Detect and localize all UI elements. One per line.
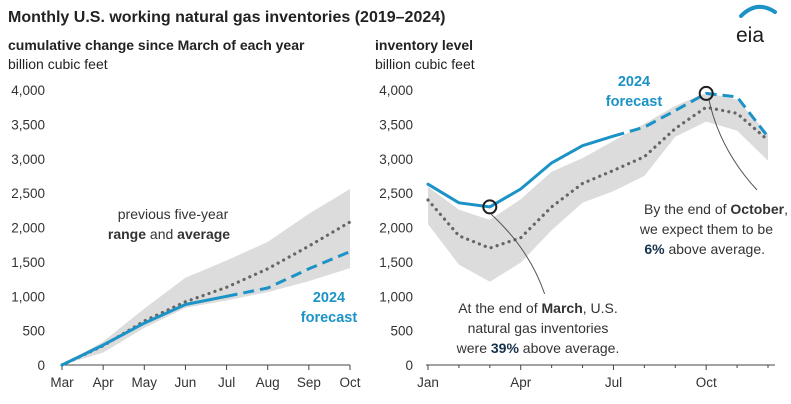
right-subtitle: inventory level — [375, 37, 473, 53]
october-callout-line2: we expect them to be — [639, 221, 773, 237]
right-x-tick-label: Jan — [417, 375, 439, 390]
left-x-tick-label: Aug — [256, 375, 280, 390]
right-y-tick-label: 0 — [405, 358, 413, 373]
left-forecast-word: forecast — [301, 310, 358, 326]
right-plot: 0 500 1,000 1,500 2,000 2,500 3,000 3,500 4,000 J… — [379, 83, 775, 390]
october-callout-line1: By the end of October, — [644, 201, 788, 217]
march-callout-line — [490, 213, 546, 296]
left-y-tick-label: 500 — [22, 324, 45, 339]
left-y-tick-label: 2,500 — [11, 186, 45, 201]
right-y-tick-label: 2,500 — [379, 186, 413, 201]
right-y-tick-label: 500 — [390, 324, 413, 339]
right-y-tick-label: 2,000 — [379, 221, 413, 236]
left-2024-actual-series — [60, 294, 229, 367]
left-subtitle: cumulative change since March of each ye… — [8, 37, 305, 53]
left-range-band — [62, 189, 350, 365]
left-x-tick-label: Mar — [50, 375, 74, 390]
right-2024-forecast-series — [613, 91, 770, 138]
figure-title: Monthly U.S. working natural gas invento… — [8, 9, 445, 26]
right-y-tick-label: 3,500 — [379, 117, 413, 132]
march-callout-line3: were 39% above average. — [456, 340, 620, 356]
right-forecast-label: 2024 forecast — [606, 74, 663, 110]
right-x-tick-label: Apr — [510, 375, 532, 390]
left-x-tick-label: May — [132, 375, 158, 390]
left-y-tick-label: 1,500 — [11, 255, 45, 270]
right-forecast-year: 2024 — [618, 74, 650, 90]
right-x-tick-label: Oct — [696, 375, 717, 390]
left-x-tick-label: Jun — [175, 375, 197, 390]
october-callout-line3: 6% above average. — [644, 241, 765, 257]
right-highlight-marker — [482, 199, 498, 215]
eia-logo: eia — [736, 4, 777, 47]
october-callout-bg — [612, 196, 791, 262]
left-x-tick-label: Sep — [297, 375, 321, 390]
left-x-tick-label: Apr — [93, 375, 115, 390]
right-unit: billion cubic feet — [375, 56, 475, 72]
left-range-label: previous five-year range and average — [108, 206, 230, 242]
left-forecast-label: 2024 forecast — [301, 290, 358, 326]
left-plot: 0 500 1,000 1,500 2,000 2,500 3,000 3,500 4,000 M… — [11, 83, 361, 390]
right-forecast-word: forecast — [606, 94, 663, 110]
range-label-line1: previous five-year — [118, 206, 229, 222]
right-x-tick-label: Jul — [605, 375, 622, 390]
left-y-tick-label: 2,000 — [11, 221, 45, 236]
left-x-tick-label: Jul — [218, 375, 235, 390]
october-callout-line — [708, 99, 758, 191]
right-highlight-marker — [698, 85, 714, 101]
right-y-tick-label: 1,000 — [379, 289, 413, 304]
march-callout-line1: At the end of March, U.S. — [458, 300, 618, 316]
right-y-tick-label: 4,000 — [379, 83, 413, 98]
march-callout-bg — [434, 294, 646, 360]
march-callout: At the end of March, U.S. natural gas in… — [434, 294, 646, 360]
left-y-tick-label: 3,500 — [11, 117, 45, 132]
left-y-tick-label: 3,000 — [11, 152, 45, 167]
left-forecast-year: 2024 — [313, 290, 345, 306]
right-range-band — [428, 92, 768, 282]
left-2024-forecast-series — [226, 250, 351, 298]
left-x-tick-label: Oct — [339, 375, 360, 390]
logo-swoosh-icon — [739, 4, 777, 18]
right-2024-actual-series — [426, 134, 615, 209]
october-callout: By the end of October, we expect them to… — [612, 196, 791, 262]
left-y-tick-label: 0 — [37, 358, 45, 373]
right-y-tick-label: 3,000 — [379, 152, 413, 167]
right-y-tick-label: 1,500 — [379, 255, 413, 270]
range-label-line2: range and average — [108, 226, 230, 242]
logo-text: eia — [736, 24, 764, 47]
left-y-tick-label: 4,000 — [11, 83, 45, 98]
left-unit: billion cubic feet — [8, 56, 108, 72]
march-callout-line2: natural gas inventories — [468, 320, 609, 336]
left-y-tick-label: 1,000 — [11, 289, 45, 304]
